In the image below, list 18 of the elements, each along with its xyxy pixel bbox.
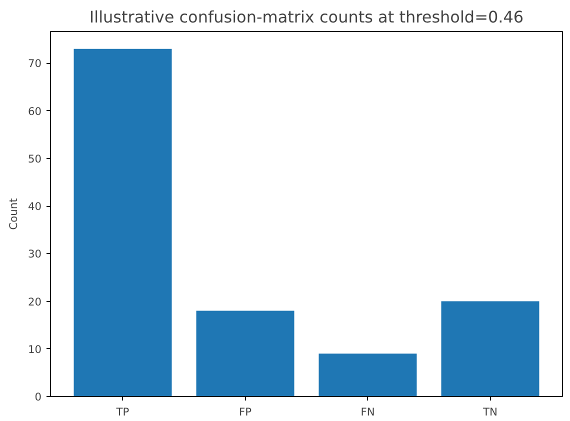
y-axis-title: Count	[6, 198, 20, 230]
y-tick-label: 30	[28, 248, 42, 261]
y-tick-label: 0	[34, 390, 42, 404]
y-tick-label: 70	[28, 57, 42, 70]
bar	[318, 354, 417, 396]
y-tick-label: 50	[28, 152, 42, 166]
y-tick-label: 10	[28, 342, 42, 356]
x-tick-label: FN	[360, 406, 375, 418]
y-tick-label: 40	[28, 200, 42, 214]
bar	[196, 310, 294, 396]
bar	[441, 301, 540, 396]
bar	[74, 48, 172, 396]
x-tick-label: TP	[115, 406, 130, 418]
x-tick-label: TN	[482, 406, 498, 418]
chart-title: Illustrative confusion-matrix counts at threshold=0.46	[89, 8, 524, 26]
y-tick-label: 60	[28, 104, 42, 118]
y-tick-label: 20	[28, 295, 42, 308]
x-tick-label: FP	[238, 406, 252, 418]
